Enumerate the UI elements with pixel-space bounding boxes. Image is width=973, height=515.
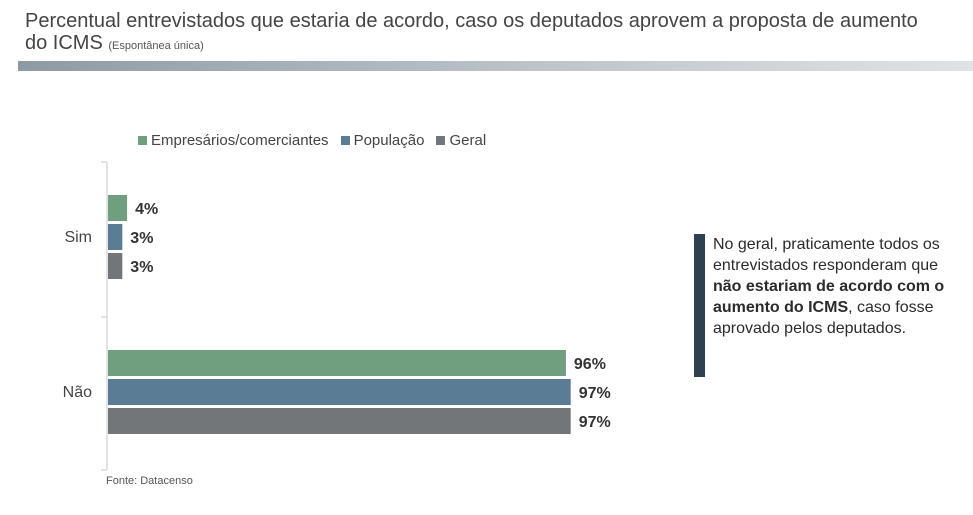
chart-title-main: Percentual entrevistados que estaria de …: [25, 10, 918, 54]
bar-não-1: [108, 379, 571, 405]
source-note: Fonte: Datacenso: [106, 475, 193, 487]
callout-text-bold: não estariam de acordo com o aumento do …: [713, 278, 945, 316]
chart-title-sub: (Espontânea única): [108, 40, 204, 52]
bar-não-0: [108, 350, 566, 376]
legend-item-populacao: População: [340, 131, 425, 149]
legend-swatch: [138, 135, 147, 145]
callout-text-pre: No geral, praticamente todos os entrevis…: [713, 236, 940, 274]
data-label: 97%: [579, 385, 611, 402]
bar-não-2: [108, 408, 571, 434]
data-label: 4%: [135, 201, 158, 218]
callout-text: No geral, praticamente todos os entrevis…: [705, 234, 964, 377]
legend-item-empresarios: Empresários/comerciantes: [138, 132, 329, 149]
bar-sim-2: [108, 253, 123, 279]
data-label: 3%: [130, 230, 153, 247]
legend-item-geral: Geral: [436, 132, 486, 149]
header-rule: [18, 61, 973, 71]
legend-swatch: [436, 135, 446, 145]
bar-sim-1: [108, 224, 123, 250]
data-label: 96%: [574, 356, 606, 373]
legend-label: Geral: [449, 131, 487, 149]
bar-sim-0: [108, 195, 128, 221]
data-label: 97%: [579, 414, 611, 431]
legend-label: População: [353, 131, 425, 149]
category-label: Sim: [64, 229, 92, 246]
category-label: Não: [63, 384, 92, 401]
callout-accent-bar: [694, 234, 705, 377]
chart-legend: Empresários/comerciantes População Geral: [138, 130, 486, 150]
callout-text-post: , caso fosse aprovado pelos deputados.: [713, 299, 934, 337]
legend-swatch: [340, 135, 350, 145]
data-label: 3%: [130, 259, 153, 276]
chart-title: Percentual entrevistados que estaria de …: [25, 10, 925, 57]
callout-box: No geral, praticamente todos os entrevis…: [694, 234, 964, 377]
legend-label: Empresários/comerciantes: [151, 131, 329, 149]
